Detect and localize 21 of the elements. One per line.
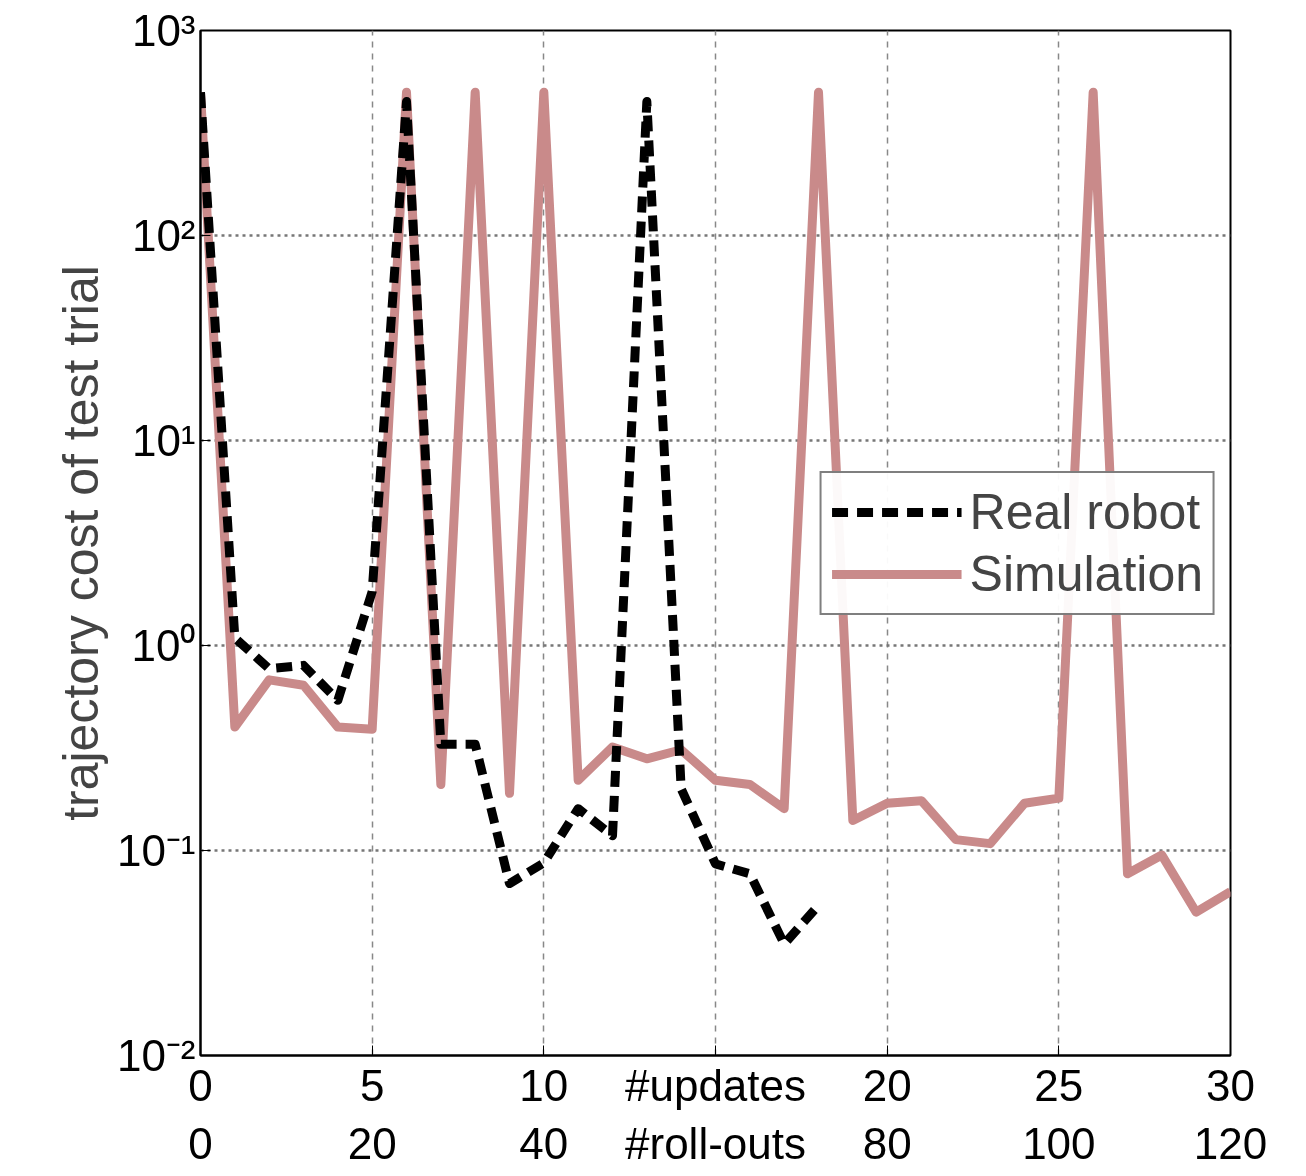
- y-tick-label: 10³: [131, 6, 196, 55]
- x-tick-label: 25: [1034, 1060, 1084, 1110]
- x-tick-label: 10: [519, 1060, 569, 1110]
- y-tick-label: 10²: [131, 211, 196, 260]
- x2-tick-label: 120: [1193, 1118, 1268, 1168]
- x-tick-label: 5: [359, 1060, 385, 1110]
- x2-tick-label: #roll-outs: [625, 1118, 806, 1168]
- y-axis-title: trajectory cost of test trial: [52, 265, 109, 821]
- x2-tick-label: 80: [862, 1118, 912, 1168]
- x-tick-label: 20: [862, 1060, 912, 1110]
- x2-tick-label: 100: [1022, 1118, 1096, 1168]
- x2-tick-label: 40: [519, 1118, 569, 1168]
- legend-label: Real robot: [969, 482, 1201, 541]
- x-tick-label: 30: [1206, 1060, 1255, 1110]
- y-tick-label: 10⁰: [131, 621, 196, 670]
- x2-tick-label: 0: [188, 1118, 213, 1168]
- x-tick-label: #updates: [624, 1060, 807, 1110]
- y-tick-label: 10¹: [131, 416, 196, 465]
- legend-label: Simulation: [969, 544, 1203, 603]
- y-tick-label: 10⁻¹: [116, 826, 196, 875]
- x2-tick-label: 20: [347, 1118, 397, 1168]
